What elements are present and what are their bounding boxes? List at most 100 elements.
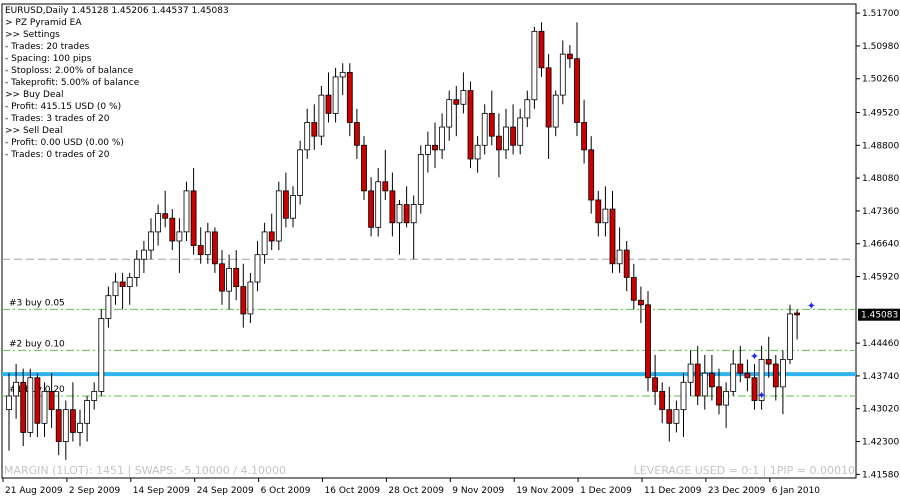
candle-42 — [304, 108, 311, 159]
ea-panel-line-9: - Trades: 3 trades of 20 — [5, 114, 110, 124]
candle-body — [744, 372, 751, 379]
y-tick-label: 1.43740 — [862, 372, 899, 382]
candle-100 — [716, 368, 722, 415]
candle-36 — [261, 222, 268, 264]
candle-24 — [176, 218, 183, 273]
candle-15 — [112, 272, 119, 305]
x-tick-label: 2 Sep 2009 — [69, 486, 121, 496]
candle-body — [13, 381, 20, 397]
overlay-text: EURUSD,Daily 1.45128 1.45206 1.44537 1.4… — [4, 6, 855, 477]
candle-66 — [474, 136, 481, 173]
candle-body — [574, 58, 580, 123]
candle-body — [559, 53, 566, 96]
candle-109 — [780, 350, 786, 415]
candle-101 — [723, 382, 729, 428]
candle-84 — [602, 186, 609, 237]
candle-body — [396, 204, 403, 224]
candle-60 — [432, 122, 438, 169]
candle-body — [197, 245, 204, 256]
candle-67 — [481, 104, 488, 155]
candle-26 — [190, 168, 197, 255]
candle-110 — [787, 304, 793, 365]
candle-body — [55, 409, 62, 442]
candle-103 — [737, 345, 744, 383]
candle-107 — [765, 336, 772, 378]
candle-body — [446, 99, 453, 128]
candle-body — [204, 231, 211, 256]
candle-body — [226, 267, 233, 292]
candle-body — [268, 231, 275, 242]
candle-69 — [495, 113, 502, 178]
ea-panel-line-10: >> Sell Deal — [5, 126, 63, 136]
candle-85 — [609, 190, 616, 273]
y-tick-label: 1.49520 — [862, 108, 899, 118]
candle-body — [346, 71, 353, 123]
candle-body — [616, 249, 623, 265]
candle-body — [716, 386, 722, 406]
candle-body — [183, 190, 190, 233]
candle-52 — [375, 168, 382, 237]
candle-82 — [588, 136, 595, 214]
candle-51 — [368, 177, 375, 237]
candle-body — [247, 281, 254, 315]
candle-body — [353, 122, 360, 146]
candle-body — [630, 277, 637, 301]
candle-49 — [353, 108, 360, 159]
candle-body — [27, 377, 34, 433]
x-tick-label: 9 Nov 2009 — [452, 486, 504, 496]
candle-body — [460, 90, 467, 105]
candle-0 — [6, 373, 12, 451]
candle-20 — [148, 218, 154, 260]
candle-88 — [630, 263, 637, 310]
candle-37 — [268, 213, 275, 251]
candle-body — [652, 377, 658, 392]
ea-panel-line-5: - Stoploss: 2.00% of balance — [5, 66, 134, 76]
candle-body — [503, 126, 509, 151]
ea-panel-line-2: >> Settings — [5, 30, 60, 40]
candle-body — [91, 391, 98, 401]
candle-33 — [240, 263, 247, 328]
y-tick-label: 1.48800 — [862, 141, 899, 151]
candle-1 — [13, 364, 20, 419]
chart-frame — [1, 3, 857, 479]
y-tick-label: 1.41580 — [862, 470, 899, 480]
y-tick-label: 1.50260 — [862, 75, 899, 85]
ea-panel-line-12: - Trades: 0 trades of 20 — [5, 150, 110, 160]
candle-body — [339, 71, 346, 78]
candle-31 — [226, 254, 233, 310]
x-tick-label: 1 Dec 2009 — [580, 486, 632, 496]
candle-106 — [758, 345, 765, 410]
candle-body — [659, 391, 666, 411]
candle-11 — [84, 395, 90, 442]
candle-body — [70, 409, 76, 433]
candle-body — [751, 377, 758, 401]
candle-body — [375, 181, 382, 228]
candle-body — [474, 144, 481, 160]
candle-94 — [673, 400, 680, 433]
candle-6 — [48, 373, 55, 428]
candle-body — [382, 181, 389, 192]
candle-body — [467, 90, 474, 160]
candle-body — [261, 231, 268, 256]
candle-108 — [772, 354, 779, 401]
candle-body — [758, 359, 765, 401]
candle-body — [133, 258, 140, 278]
candle-body — [325, 94, 332, 114]
candle-34 — [247, 272, 254, 324]
candle-50 — [361, 136, 367, 200]
candle-body — [240, 286, 247, 315]
candle-body — [737, 363, 744, 374]
candle-104 — [744, 359, 751, 392]
candle-18 — [133, 250, 140, 287]
candle-58 — [417, 145, 424, 214]
candle-body — [48, 391, 55, 411]
candle-72 — [517, 108, 524, 155]
candle-body — [439, 126, 446, 151]
candle-32 — [233, 250, 240, 301]
candle-57 — [410, 195, 417, 260]
candle-90 — [645, 291, 651, 392]
candle-body — [609, 208, 616, 265]
x-tick-label: 11 Dec 2009 — [644, 486, 702, 496]
x-tick-label: 16 Oct 2009 — [325, 486, 381, 496]
level-label-2: #2 buy 0.10 — [9, 339, 65, 349]
